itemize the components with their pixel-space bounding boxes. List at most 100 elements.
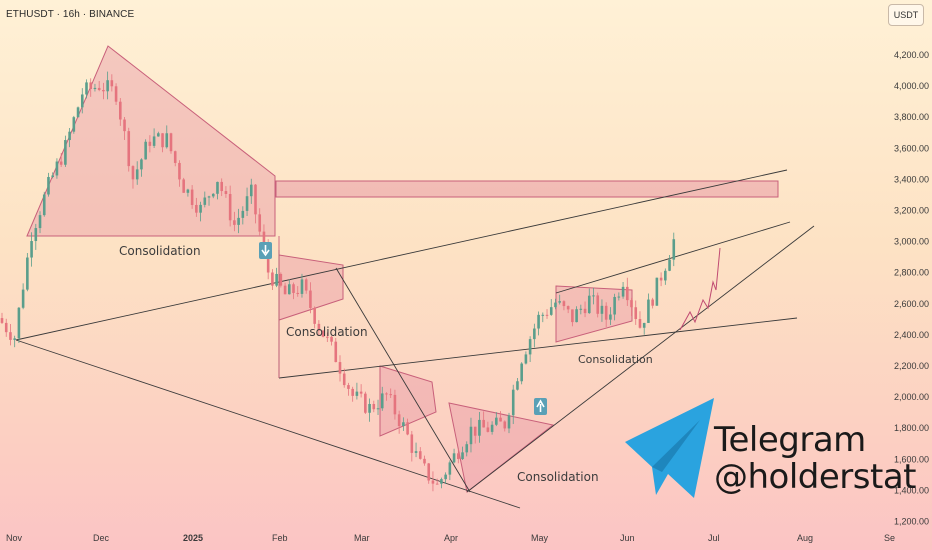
candle-body (634, 307, 638, 320)
candle-body (224, 191, 228, 194)
candlestick-series (0, 71, 676, 492)
candle-body (655, 277, 659, 306)
trendline-middle-channel (278, 317, 798, 379)
candle-body (465, 444, 469, 453)
candle-body (254, 184, 257, 215)
candle-body (533, 328, 536, 340)
candle-body (321, 330, 325, 337)
candle-body (127, 131, 131, 167)
candle-body (228, 193, 232, 221)
candle-body (406, 422, 409, 435)
candle-body (342, 373, 346, 386)
annotation-consolidation-3: Consolidation (517, 470, 599, 484)
candle-body (473, 426, 477, 436)
candle-body (592, 295, 595, 297)
candle-body (600, 305, 604, 314)
candle-body (173, 151, 177, 163)
telegram-icon (625, 398, 714, 498)
time-tick-label: Jun (620, 533, 635, 543)
breakdown-arrow-marker (259, 242, 272, 259)
candle-body (119, 101, 122, 120)
candle-body (89, 82, 93, 90)
candle-body (93, 87, 97, 90)
candle-body (579, 308, 583, 310)
candle-body (216, 181, 219, 194)
candle-body (448, 462, 452, 475)
candle-body (659, 277, 663, 281)
candle-body (110, 80, 114, 87)
time-tick-label: May (531, 533, 549, 543)
candle-body (292, 284, 295, 293)
currency-unit-button[interactable]: USDT (888, 4, 924, 26)
candle-body (258, 214, 262, 232)
price-tick-label: 2,000.00 (894, 392, 929, 402)
candle-body (368, 403, 371, 413)
candle-body (490, 424, 494, 432)
candle-body (296, 292, 300, 294)
breakout-arrow-marker (534, 398, 547, 415)
candle-body (452, 453, 456, 463)
candle-body (309, 290, 312, 308)
candle-body (537, 314, 540, 329)
candle-body (638, 319, 642, 328)
candle-body (338, 362, 342, 374)
candle-body (135, 169, 139, 180)
resistance-zone (275, 180, 779, 198)
candle-body (245, 196, 249, 211)
candle-body (178, 162, 181, 180)
candle-body (114, 86, 118, 102)
candle-body (4, 322, 8, 333)
candle-body (262, 231, 266, 248)
candle-body (389, 394, 392, 396)
candle-body (672, 239, 676, 260)
candle-body (157, 133, 160, 137)
candle-body (621, 286, 625, 297)
price-tick-label: 3,600.00 (894, 143, 929, 153)
projection-path (679, 247, 721, 331)
candle-body (237, 217, 240, 225)
time-tick-label: Dec (93, 533, 110, 543)
candle-body (647, 299, 650, 323)
candle-body (97, 87, 101, 90)
candle-body (123, 119, 126, 132)
candle-body (397, 414, 401, 427)
candle-body (376, 408, 380, 410)
candle-body (499, 417, 502, 422)
candle-body (148, 141, 152, 146)
price-tick-label: 2,800.00 (894, 268, 929, 278)
candle-body (85, 82, 88, 95)
candle-body (140, 159, 143, 170)
candle-body (630, 300, 633, 308)
candle-body (651, 299, 654, 306)
time-axis[interactable]: Nov Dec 2025 Feb Mar Apr May Jun Jul Aug Se (6, 533, 895, 543)
candle-body (131, 166, 135, 180)
candle-body (80, 94, 84, 108)
price-tick-label: 2,200.00 (894, 361, 929, 371)
candle-body (317, 323, 321, 331)
candle-body (372, 403, 376, 410)
candle-body (102, 89, 105, 92)
price-axis[interactable]: 4,200.00 4,000.00 3,800.00 3,600.00 3,400.00… (894, 50, 929, 527)
candle-body (549, 307, 553, 315)
candle-body (457, 453, 460, 460)
candle-body (241, 210, 245, 218)
price-tick-label: 1,400.00 (894, 485, 929, 495)
price-tick-label: 2,400.00 (894, 330, 929, 340)
price-tick-label: 2,600.00 (894, 299, 929, 309)
candle-body (313, 307, 316, 324)
candle-body (545, 314, 549, 316)
candle-body (249, 184, 253, 197)
candle-body (271, 272, 274, 286)
watermark-telegram: Telegram (714, 420, 866, 460)
candle-body (26, 257, 29, 290)
candle-body (17, 307, 21, 339)
candle-body (461, 452, 464, 460)
candle-body (359, 391, 363, 394)
consolidation-flag-3 (379, 365, 437, 437)
candle-body (609, 314, 612, 320)
annotation-consolidation-2: Consolidation (286, 325, 368, 339)
candle-body (482, 419, 485, 428)
candle-body (566, 306, 570, 310)
candle-body (571, 309, 574, 323)
